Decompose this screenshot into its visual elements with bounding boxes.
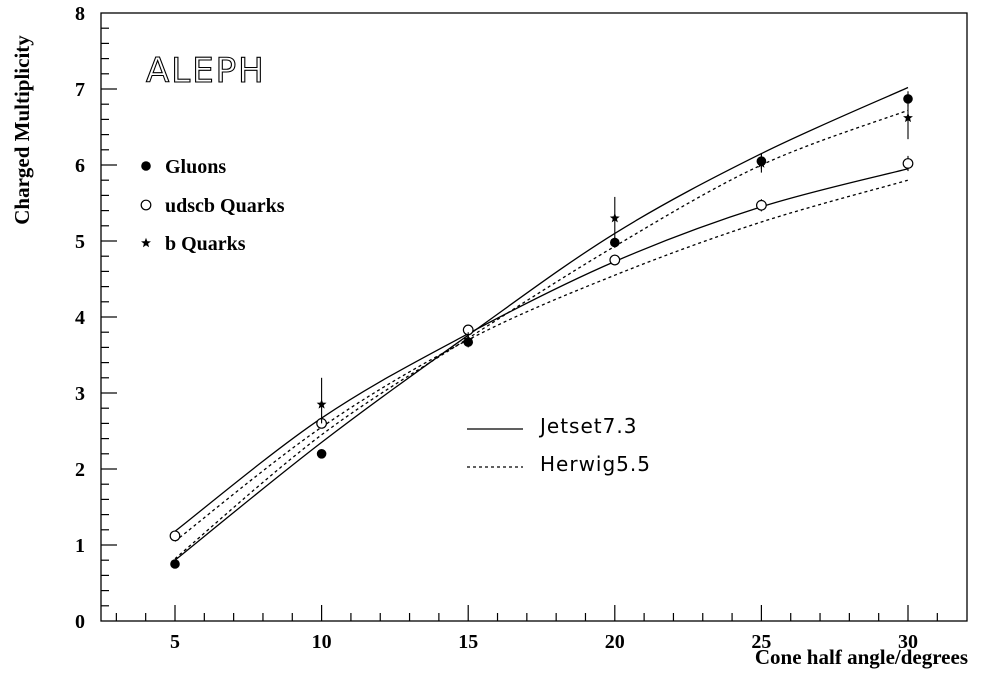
bquark-point [756,158,767,168]
legend-gluons-marker [141,161,151,171]
y-axis-title: Charged Multiplicity [10,35,34,225]
legend-jetset-label: Jetset7.3 [538,414,637,438]
y-tick-label: 2 [75,459,85,481]
legend-bquarks-marker [141,237,151,248]
bquark-point [903,112,913,123]
y-tick-label: 5 [75,231,85,253]
bquark-point [316,399,327,409]
legend-quarks-label: udscb Quarks [165,195,285,217]
quark-point [902,158,914,169]
x-tick-label: 10 [312,631,332,653]
x-tick-label: 5 [170,631,180,653]
legend-bquarks-label: b Quarks [165,233,246,255]
legend-gluons-label: Gluons [165,156,226,178]
gluon-point [903,94,913,104]
x-tick-label: 20 [605,631,625,653]
gluon-point [610,237,620,248]
model-curves [174,86,909,561]
x-tick-label: 15 [458,631,478,653]
marker-legend: Gluons udscb Quarks b Quarks [140,156,285,255]
y-tick-label: 6 [75,155,85,177]
plot-frame [100,12,968,622]
y-tick-label: 1 [75,535,85,557]
bquark-point [463,334,474,345]
quark-point [756,199,767,211]
jetset-curve-1 [174,86,909,561]
quark-point [609,254,621,266]
axis-ticks: 5 10 15 20 25 30 0 1 2 3 4 5 6 7 8 [75,3,938,653]
x-tick-label: 30 [898,631,918,653]
x-axis-title: Cone half angle/degrees [755,645,968,669]
data-points [169,91,914,569]
bquark-point [609,213,620,223]
y-tick-label: 4 [75,307,85,329]
y-tick-label: 7 [75,79,85,101]
quark-point [169,530,181,542]
y-tick-label: 8 [75,3,85,25]
legend-quarks-marker [140,199,152,211]
y-tick-label: 3 [75,383,85,405]
herwig-curve-1 [174,109,909,560]
x-tick-label: 25 [751,631,771,653]
gluon-point [316,449,327,459]
model-legend: Jetset7.3 Herwig5.5 [467,414,651,476]
gluon-point [170,559,180,569]
herwig-curve-2 [174,179,909,542]
jetset-curve-2 [174,168,909,532]
chart-title: ALEPH [146,51,266,91]
legend-herwig-label: Herwig5.5 [540,452,651,476]
y-tick-label: 0 [75,611,85,633]
